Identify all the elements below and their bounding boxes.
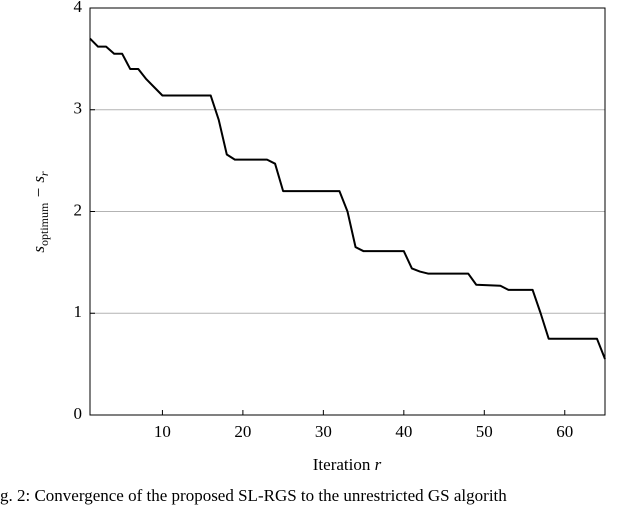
data-line: [89, 37, 606, 360]
y-axis-label-var: − s: [29, 176, 48, 203]
y-tick-label: 4: [74, 0, 83, 16]
y-axis-label-var: s: [29, 246, 48, 253]
x-tick-label: 40: [395, 422, 412, 441]
y-tick-label: 0: [74, 404, 83, 423]
x-axis-label: Iteration r: [313, 455, 382, 474]
caption: g. 2: Convergence of the proposed SL-RGS…: [0, 486, 507, 505]
y-axis-label: soptimum − sr: [29, 171, 51, 253]
y-tick-label: 1: [74, 302, 83, 321]
y-tick-label: 2: [74, 200, 83, 219]
y-tick-label: 3: [74, 99, 83, 118]
x-tick-label: 50: [476, 422, 493, 441]
x-axis-label-var: r: [375, 455, 382, 474]
x-axis-label-text: Iteration: [313, 455, 375, 474]
plot-frame: [89, 7, 606, 416]
y-axis-label-sub: r: [37, 171, 51, 176]
x-tick-label: 20: [234, 422, 251, 441]
x-tick-label: 60: [556, 422, 573, 441]
x-tick-label: 30: [315, 422, 332, 441]
y-axis-label-sub: optimum: [37, 202, 51, 246]
x-tick-label: 10: [154, 422, 171, 441]
